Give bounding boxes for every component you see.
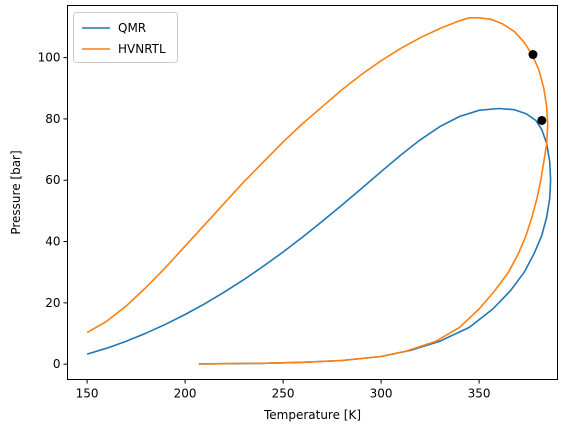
y-tick-label: 60 — [45, 173, 60, 187]
critical-point-marker-1 — [528, 50, 538, 60]
y-tick-label: 40 — [45, 235, 60, 249]
critical-point-marker-2 — [537, 115, 547, 125]
plot-area — [86, 16, 552, 365]
x-tick-label: 350 — [468, 387, 491, 401]
x-tick-label: 150 — [76, 387, 99, 401]
y-axis-label: Pressure [bar] — [9, 150, 23, 234]
series-line-hvnrtl — [86, 16, 549, 365]
x-tick-label: 300 — [370, 387, 393, 401]
y-tick-label: 0 — [53, 357, 61, 371]
axis-ticks: 150 200 250 300 350 0 20 40 60 80 100 — [38, 51, 491, 401]
y-tick-label: 80 — [45, 112, 60, 126]
legend-label-hvnrtl: HVNRTL — [118, 42, 166, 56]
x-tick-label: 250 — [272, 387, 295, 401]
y-tick-label: 100 — [38, 51, 61, 65]
x-tick-label: 200 — [174, 387, 197, 401]
axes-frame — [67, 5, 558, 380]
y-tick-label: 20 — [45, 296, 60, 310]
legend-box — [73, 12, 178, 63]
x-axis-label: Temperature [K] — [263, 408, 361, 422]
legend: QMR HVNRTL — [73, 12, 178, 63]
legend-label-qmr: QMR — [118, 21, 146, 35]
series-line-qmr — [86, 107, 552, 365]
